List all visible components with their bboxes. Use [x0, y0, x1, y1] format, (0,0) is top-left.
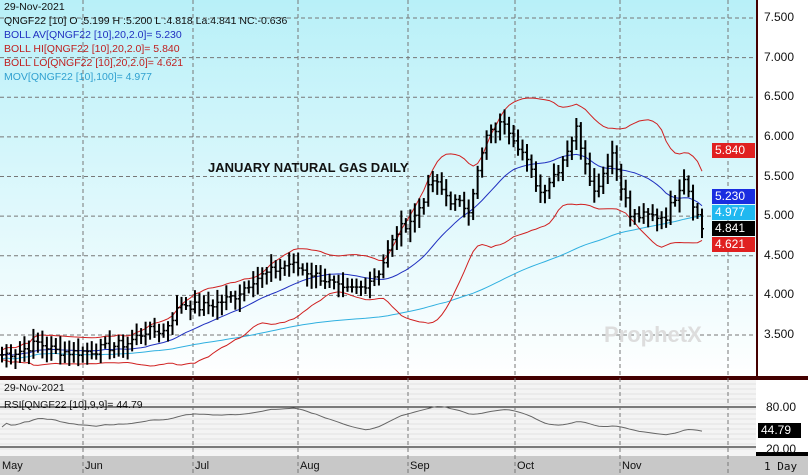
- boll-lo-legend: BOLL LO[QNGF22 [10],20,2.0]= 4.621: [4, 57, 184, 69]
- x-tick-label: Jul: [195, 460, 210, 472]
- mov-legend: MOV[QNGF22 [10],100]= 4.977: [4, 71, 152, 83]
- rsi-legend: RSI[QNGF22 [10],9,9]= 44.79: [4, 399, 143, 411]
- rsi-line: [1, 405, 703, 436]
- rsi-tick-20: 20.00: [766, 442, 797, 456]
- panel-divider: [0, 376, 808, 380]
- interval-selector[interactable]: 1 Day: [764, 460, 798, 473]
- y-tick-label: 5.000: [764, 208, 795, 223]
- x-tick-label: Jun: [85, 460, 103, 472]
- rsi-date-label: 29-Nov-2021: [4, 382, 65, 394]
- date-axis: [0, 456, 808, 475]
- y-tick-label: 6.500: [764, 89, 795, 104]
- x-tick-label: Sep: [410, 460, 430, 472]
- boll-hi-legend: BOLL HI[QNGF22 [10],20,2.0]= 5.840: [4, 43, 180, 55]
- x-tick-label: Oct: [517, 460, 535, 472]
- y-tick-label: 4.000: [764, 287, 795, 302]
- boll-lo-tag: 4.621: [712, 237, 755, 252]
- axis-line: [756, 0, 758, 378]
- y-tick-label: 3.500: [764, 327, 795, 341]
- last-price-tag: 4.841: [712, 221, 755, 236]
- boll-av-tag: 5.230: [712, 189, 755, 204]
- rsi-last-tag: 44.79: [758, 423, 801, 438]
- axis-sep: [756, 452, 808, 456]
- rsi-area: [0, 380, 756, 456]
- x-tick-label: Aug: [300, 460, 320, 472]
- x-tick-label: May: [2, 460, 23, 472]
- y-tick-label: 5.500: [764, 168, 795, 183]
- date-label: 29-Nov-2021: [4, 1, 65, 13]
- rsi-tick-80: 80.00: [766, 400, 797, 414]
- boll-hi-line: [1, 97, 703, 351]
- plot-area: [0, 0, 756, 378]
- boll-av-legend: BOLL AV[QNGF22 [10],20,2.0]= 5.230: [4, 29, 182, 41]
- y-tick-label: 6.000: [764, 128, 795, 143]
- watermark: ProphetX: [604, 322, 702, 347]
- x-tick-label: Nov: [622, 460, 642, 472]
- mov-tag: 4.977: [712, 205, 755, 220]
- quote-legend: QNGF22 [10] O :5.199 H :5.200 L :4.818 L…: [4, 15, 288, 27]
- boll-lo-line: [1, 203, 703, 367]
- y-tick-label: 7.500: [764, 10, 795, 24]
- chart-title: JANUARY NATURAL GAS DAILY: [208, 160, 409, 175]
- y-tick-label: 4.500: [764, 247, 795, 262]
- boll-hi-tag: 5.840: [712, 143, 755, 158]
- y-tick-label: 7.000: [764, 49, 795, 64]
- price-axis: [756, 0, 808, 475]
